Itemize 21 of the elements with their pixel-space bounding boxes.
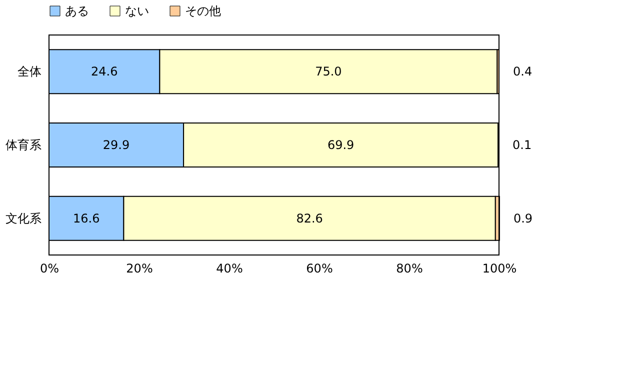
data-label: 82.6 bbox=[296, 211, 323, 226]
x-tick-label: 40% bbox=[216, 262, 243, 276]
legend-label: ある bbox=[65, 4, 89, 18]
data-label: 75.0 bbox=[315, 64, 342, 79]
y-tick-label: 全体 bbox=[18, 64, 42, 79]
x-tick-label: 60% bbox=[306, 262, 333, 276]
data-label: 69.9 bbox=[327, 138, 354, 152]
data-label: 0.1 bbox=[512, 138, 532, 152]
legend-label: ない bbox=[125, 4, 149, 18]
x-tick-label: 0% bbox=[40, 262, 60, 276]
x-tick-label: 20% bbox=[126, 262, 153, 276]
data-label: 29.9 bbox=[102, 138, 130, 152]
legend-label: その他 bbox=[185, 4, 221, 18]
y-tick-label: 体育系 bbox=[6, 138, 42, 152]
data-label: 0.9 bbox=[513, 211, 533, 226]
data-label: 24.6 bbox=[90, 64, 118, 79]
y-tick-label: 文化系 bbox=[6, 211, 42, 226]
x-tick-label: 80% bbox=[396, 262, 423, 276]
data-label: 16.6 bbox=[72, 211, 100, 226]
data-label: 0.4 bbox=[513, 64, 532, 79]
x-tick-label: 100% bbox=[482, 262, 517, 276]
